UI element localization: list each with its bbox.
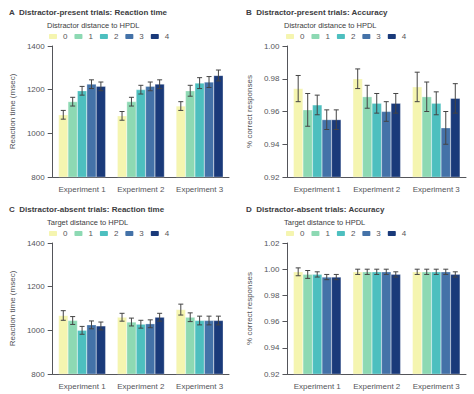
svg-text:1200: 1200 bbox=[27, 85, 45, 94]
svg-text:2: 2 bbox=[114, 229, 119, 238]
svg-text:0: 0 bbox=[63, 229, 68, 238]
svg-text:4: 4 bbox=[402, 229, 407, 238]
svg-text:3: 3 bbox=[139, 229, 144, 238]
svg-text:2: 2 bbox=[351, 229, 356, 238]
svg-text:3: 3 bbox=[376, 229, 381, 238]
svg-text:Experiment 2: Experiment 2 bbox=[117, 382, 165, 391]
svg-text:Experiment 2: Experiment 2 bbox=[353, 185, 401, 194]
svg-text:Experiment 3: Experiment 3 bbox=[176, 382, 224, 391]
svg-text:0.96: 0.96 bbox=[264, 107, 280, 116]
svg-text:Reaction time (msec): Reaction time (msec) bbox=[8, 270, 17, 346]
svg-text:4: 4 bbox=[165, 32, 170, 41]
svg-text:0: 0 bbox=[300, 229, 305, 238]
svg-text:Experiment 3: Experiment 3 bbox=[176, 185, 224, 194]
svg-text:Experiment 1: Experiment 1 bbox=[59, 185, 107, 194]
svg-text:4: 4 bbox=[165, 229, 170, 238]
svg-text:A Distractor-present trials:: A Distractor-present trials: Reaction ti… bbox=[9, 8, 168, 17]
svg-text:Target distance to HPDL: Target distance to HPDL bbox=[47, 218, 128, 227]
svg-text:1: 1 bbox=[325, 32, 330, 41]
svg-text:0.98: 0.98 bbox=[264, 74, 280, 83]
svg-text:1.02: 1.02 bbox=[264, 239, 280, 248]
svg-text:4: 4 bbox=[402, 32, 407, 41]
svg-text:3: 3 bbox=[376, 32, 381, 41]
svg-text:0.96: 0.96 bbox=[264, 317, 280, 326]
svg-text:Reaction time (msec): Reaction time (msec) bbox=[8, 73, 17, 149]
svg-text:Distractor distance to HPDL: Distractor distance to HPDL bbox=[284, 21, 377, 30]
svg-text:0.92: 0.92 bbox=[264, 370, 280, 379]
svg-text:Experiment 1: Experiment 1 bbox=[294, 382, 342, 391]
svg-text:800: 800 bbox=[31, 370, 45, 379]
svg-text:Distractor distance to HPDL: Distractor distance to HPDL bbox=[47, 21, 140, 30]
svg-text:C Distractor-absent trials: R: C Distractor-absent trials: Reaction tim… bbox=[9, 205, 165, 214]
svg-text:0: 0 bbox=[300, 32, 305, 41]
svg-text:% correct responses: % correct responses bbox=[245, 75, 254, 148]
svg-text:1.00: 1.00 bbox=[264, 42, 280, 51]
svg-text:1200: 1200 bbox=[27, 282, 45, 291]
svg-text:Experiment 1: Experiment 1 bbox=[59, 382, 107, 391]
svg-text:D Distractor-absent trials: A: D Distractor-absent trials: Accuracy bbox=[246, 205, 385, 214]
svg-text:1.00: 1.00 bbox=[264, 265, 280, 274]
svg-text:1000: 1000 bbox=[27, 326, 45, 335]
svg-text:1: 1 bbox=[88, 32, 93, 41]
svg-text:0: 0 bbox=[63, 32, 68, 41]
svg-text:Experiment 2: Experiment 2 bbox=[353, 382, 401, 391]
svg-text:Experiment 3: Experiment 3 bbox=[413, 185, 461, 194]
svg-text:B Distractor-present trials:: B Distractor-present trials: Accuracy bbox=[246, 8, 388, 17]
svg-text:% correct responses: % correct responses bbox=[245, 272, 254, 345]
svg-text:1400: 1400 bbox=[27, 42, 45, 51]
svg-text:Target distance to HPDL: Target distance to HPDL bbox=[284, 218, 365, 227]
svg-text:1: 1 bbox=[88, 229, 93, 238]
svg-text:0.94: 0.94 bbox=[264, 343, 280, 352]
svg-text:2: 2 bbox=[114, 32, 119, 41]
svg-text:0.98: 0.98 bbox=[264, 291, 280, 300]
svg-text:0.94: 0.94 bbox=[264, 140, 280, 149]
svg-text:1000: 1000 bbox=[27, 129, 45, 138]
svg-text:Experiment 2: Experiment 2 bbox=[117, 185, 165, 194]
svg-text:800: 800 bbox=[31, 173, 45, 182]
svg-text:2: 2 bbox=[351, 32, 356, 41]
svg-text:1: 1 bbox=[325, 229, 330, 238]
svg-text:Experiment 3: Experiment 3 bbox=[413, 382, 461, 391]
svg-text:3: 3 bbox=[139, 32, 144, 41]
svg-text:0.92: 0.92 bbox=[264, 173, 280, 182]
svg-text:Experiment 1: Experiment 1 bbox=[294, 185, 342, 194]
svg-text:1400: 1400 bbox=[27, 239, 45, 248]
